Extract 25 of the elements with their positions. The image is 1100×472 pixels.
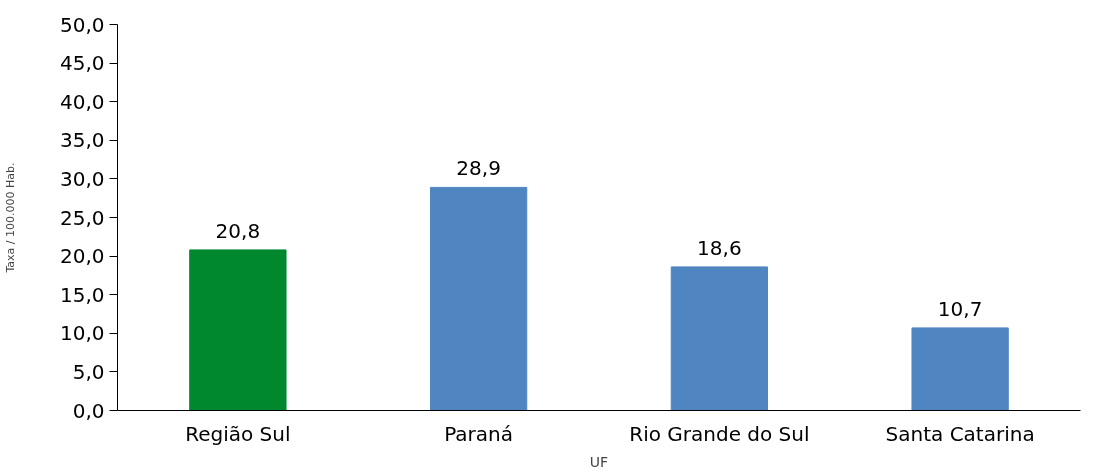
y-tick-label: 10,0 <box>59 321 105 346</box>
y-tick-label: 15,0 <box>59 282 105 307</box>
data-label: 18,6 <box>697 235 742 260</box>
data-label: 28,9 <box>456 156 501 181</box>
y-tick-label: 45,0 <box>59 51 105 76</box>
data-label: 20,8 <box>215 218 261 243</box>
bar <box>429 186 528 411</box>
x-tick-label: Rio Grande do Sul <box>629 421 810 446</box>
y-tick-label: 25,0 <box>59 205 105 230</box>
y-tick-label: 20,0 <box>59 244 105 269</box>
bar <box>911 327 1009 411</box>
y-tick-label: 30,0 <box>59 166 105 191</box>
data-label: 10,7 <box>937 296 983 321</box>
bar <box>189 249 287 411</box>
x-tick-label: Paraná <box>444 421 514 446</box>
x-tick-label: Santa Catarina <box>885 421 1035 446</box>
x-tick-label: Região Sul <box>185 421 291 446</box>
x-axis-title: UF <box>589 453 609 470</box>
y-tick-label: 50,0 <box>59 12 105 37</box>
y-tick-label: 5,0 <box>72 359 105 384</box>
y-tick-label: 35,0 <box>59 128 105 153</box>
bar <box>670 266 769 411</box>
y-tick-label: 0,0 <box>72 398 105 423</box>
y-axis-title: Taxa / 100.000 Hab. <box>3 162 17 274</box>
y-tick-label: 40,0 <box>59 89 105 114</box>
